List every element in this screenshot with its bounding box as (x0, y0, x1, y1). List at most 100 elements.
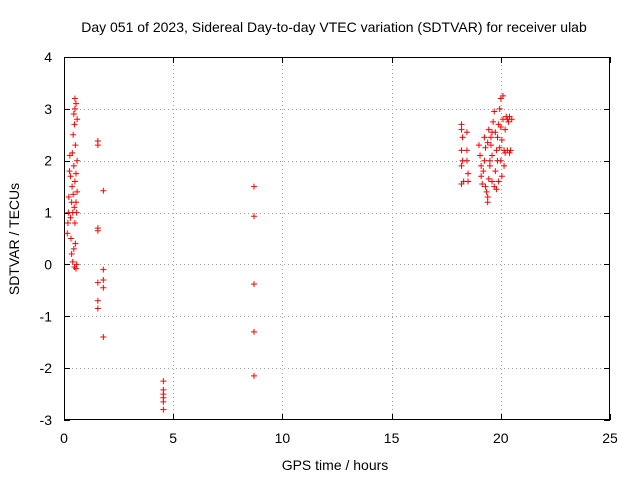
data-point (73, 199, 80, 206)
x-tick-label: 15 (384, 430, 400, 446)
data-point (94, 305, 101, 312)
data-point (100, 187, 107, 194)
data-point (251, 281, 258, 288)
data-point (496, 105, 503, 112)
data-point (496, 144, 503, 151)
data-point (497, 124, 504, 131)
data-point (94, 142, 101, 149)
data-point (251, 183, 258, 190)
data-point (160, 378, 167, 385)
data-point (493, 186, 500, 193)
y-tick-label: 3 (44, 101, 52, 117)
data-point (100, 276, 107, 283)
data-point (498, 173, 505, 180)
data-point (491, 108, 498, 115)
data-points (64, 92, 515, 413)
data-point (65, 194, 72, 201)
data-point (251, 213, 258, 220)
data-point (505, 118, 512, 125)
data-point (487, 134, 494, 141)
data-point (485, 175, 492, 182)
data-point (94, 227, 101, 234)
data-point (493, 147, 500, 154)
data-point (67, 214, 74, 221)
data-point (70, 191, 77, 198)
data-point (494, 134, 501, 141)
data-point (64, 219, 71, 226)
data-point (495, 178, 502, 185)
x-axis-label: GPS time / hours (282, 457, 389, 473)
data-point (71, 95, 78, 102)
data-point (71, 204, 78, 211)
data-point (463, 147, 470, 154)
data-point (484, 194, 491, 201)
data-point (489, 152, 496, 159)
data-point (251, 328, 258, 335)
data-point (508, 116, 515, 123)
data-point (481, 134, 488, 141)
data-point (69, 183, 76, 190)
data-point (68, 251, 75, 258)
x-tick-label: 20 (493, 430, 509, 446)
data-point (463, 129, 470, 136)
data-point (66, 168, 73, 175)
data-point (459, 134, 466, 141)
data-point (70, 162, 77, 169)
data-point (479, 181, 486, 188)
data-point (71, 121, 78, 128)
data-point (458, 126, 465, 133)
data-point (475, 142, 482, 149)
x-tick-labels: 0 5 10 15 20 25 (60, 430, 618, 446)
data-point (484, 139, 491, 146)
data-point (94, 279, 101, 286)
data-point (501, 162, 508, 169)
data-point (478, 173, 485, 180)
data-point (251, 372, 258, 379)
data-point (69, 149, 76, 156)
data-point (465, 178, 472, 185)
data-point (498, 136, 505, 143)
data-point (71, 178, 78, 185)
data-point (482, 144, 489, 151)
data-point (74, 188, 81, 195)
data-point (458, 162, 465, 169)
y-tick-label: -3 (40, 412, 53, 428)
data-point (71, 105, 78, 112)
data-point (463, 157, 470, 164)
y-tick-label: 4 (44, 49, 52, 65)
data-point (489, 178, 496, 185)
data-point (94, 297, 101, 304)
y-tick-label: 0 (44, 256, 52, 272)
data-point (492, 129, 499, 136)
x-tick-label: 0 (60, 430, 68, 446)
data-point (507, 147, 514, 154)
data-point (484, 199, 491, 206)
y-tick-label: 2 (44, 153, 52, 169)
data-point (465, 170, 472, 177)
data-point (502, 126, 509, 133)
data-point (69, 258, 76, 265)
axis-ticks (64, 57, 611, 421)
data-point (73, 170, 80, 177)
y-tick-label: -1 (40, 308, 53, 324)
data-point (64, 230, 71, 237)
data-point (478, 162, 485, 169)
data-point (73, 100, 80, 107)
data-point (494, 157, 501, 164)
y-tick-label: 1 (44, 205, 52, 221)
data-point (483, 188, 490, 195)
data-point (100, 284, 107, 291)
chart-title: Day 051 of 2023, Sidereal Day-to-day VTE… (81, 19, 587, 35)
data-point (482, 183, 489, 190)
data-point (480, 168, 487, 175)
grid (64, 57, 610, 420)
data-point (70, 111, 77, 118)
data-point (72, 142, 79, 149)
data-point (486, 157, 493, 164)
data-point (160, 406, 167, 413)
data-point (506, 149, 513, 156)
y-axis-label: SDTVAR / TECUs (6, 183, 22, 295)
data-point (492, 168, 499, 175)
y-tick-labels: -3 -2 -1 0 1 2 3 4 (40, 49, 53, 428)
